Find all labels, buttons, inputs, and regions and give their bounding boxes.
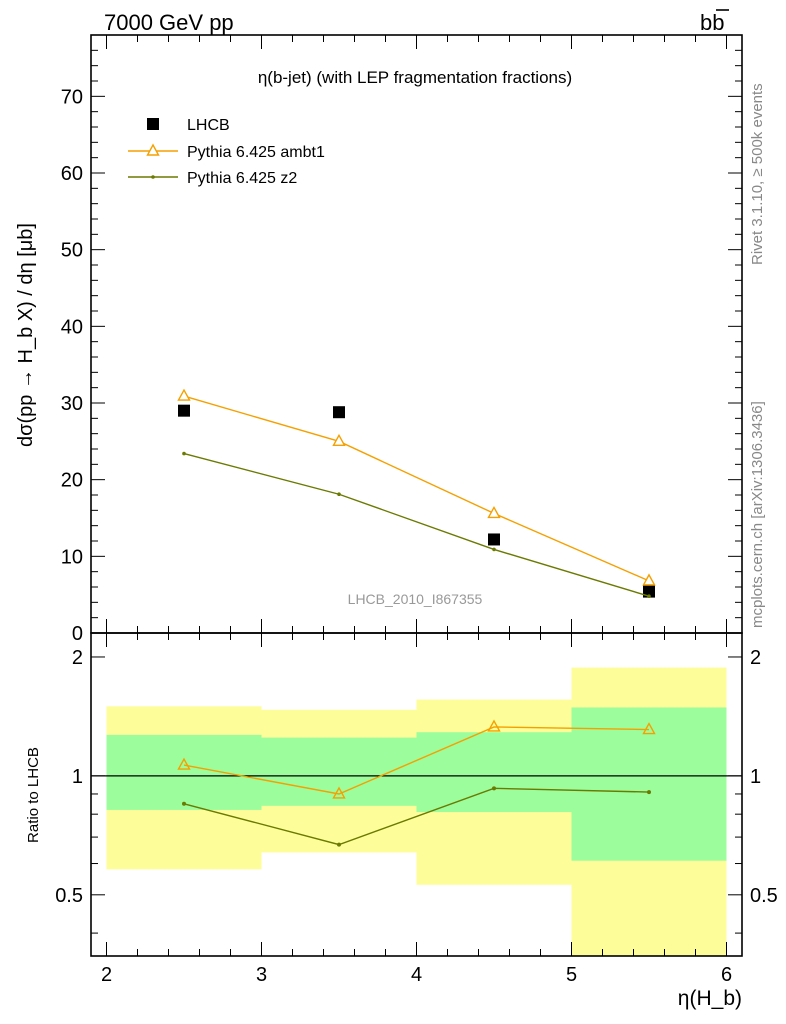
uncertainty-band-inner: [416, 732, 572, 813]
svg-text:bb: bb: [700, 10, 724, 35]
main-y-tick-label: 20: [61, 470, 83, 492]
ratio-point: [332, 786, 346, 799]
ratio-point: [182, 801, 186, 806]
main-title: η(b-jet) (with LEP fragmentation fractio…: [258, 68, 572, 87]
ratio-y-tick-label: 2: [72, 647, 83, 669]
data-point: [332, 433, 346, 447]
ratio-frame: [90, 632, 743, 957]
legend-marker: [146, 143, 160, 156]
x-ticks: 2 3 4 5 6: [101, 633, 732, 986]
main-y-ticks: 0 10 20 30 40 50 60 70: [61, 34, 742, 645]
legend-label: Pythia 6.425 z2: [187, 170, 297, 187]
legend-marker: [147, 118, 159, 130]
legend-label: LHCB: [187, 117, 230, 134]
uncertainty-band-inner: [261, 737, 417, 806]
ratio-y-tick-label-right: 2: [750, 647, 761, 669]
ratio-y-axis-label: Ratio to LHCB: [25, 747, 42, 843]
ratio-bands: [91, 667, 742, 956]
main-y-tick-label: 0: [72, 623, 83, 645]
ratio-y-ticks: 0.5 0.5 1 1 2 2: [55, 647, 778, 934]
data-point: [492, 547, 496, 552]
main-series: [177, 388, 656, 598]
ratio-series-line: [183, 787, 650, 846]
ratio-panel: 0.5 0.5 1 1 2 2 2 3 4 5 6 Ratio to LHCB η(H_b): [25, 632, 778, 1010]
main-y-tick-label: 50: [61, 240, 83, 262]
ratio-y-tick-label-right: 1: [750, 766, 761, 788]
ratio-y-tick-label-right: 0.5: [750, 885, 778, 907]
data-point: [487, 505, 501, 519]
main-y-tick-label: 10: [61, 546, 83, 568]
energy-label: 7000 GeV pp: [104, 10, 234, 35]
process-label: bb: [700, 9, 729, 35]
uncertainty-band-inner: [106, 734, 262, 810]
ratio-point: [487, 719, 501, 732]
analysis-watermark: LHCB_2010_I867355: [348, 591, 483, 607]
series-line: [183, 395, 650, 582]
main-y-tick-label: 70: [61, 86, 83, 108]
ratio-point: [647, 790, 651, 795]
ratio-point: [492, 786, 496, 791]
side-label-bottom: mcplots.cern.ch [arXiv:1306.3436]: [749, 401, 766, 628]
ratio-point: [337, 842, 341, 847]
data-point: [647, 594, 651, 598]
series-line: [183, 452, 650, 597]
data-point: [182, 451, 186, 456]
data-point: [642, 573, 656, 586]
data-point: [488, 533, 500, 546]
x-tick-label: 5: [566, 964, 577, 986]
ratio-point: [642, 722, 656, 735]
main-panel: η(b-jet) (with LEP fragmentation fractio…: [15, 34, 743, 645]
x-tick-label: 3: [256, 964, 267, 986]
ratio-series-line: [183, 726, 650, 795]
main-y-tick-label: 30: [61, 393, 83, 415]
ratio-series: [177, 719, 656, 847]
x-tick-label: 2: [101, 964, 112, 986]
x-tick-label: 6: [721, 964, 732, 986]
ratio-y-tick-label: 1: [72, 766, 83, 788]
ratio-y-tick-label: 0.5: [55, 885, 83, 907]
data-point: [177, 388, 191, 401]
legend-marker: [151, 175, 155, 179]
main-y-tick-label: 60: [61, 163, 83, 185]
side-label-top: Rivet 3.1.10, ≥ 500k events: [749, 83, 766, 265]
main-y-tick-label: 40: [61, 316, 83, 338]
main-y-axis-label: dσ(pp → H_b X) / dη [μb]: [15, 223, 37, 447]
x-tick-label: 4: [411, 964, 422, 986]
data-point: [337, 492, 341, 497]
legend: LHCB Pythia 6.425 ambt1 Pythia 6.425 z2: [128, 117, 325, 187]
x-axis-label: η(H_b): [678, 987, 742, 1010]
uncertainty-band-inner: [571, 707, 727, 861]
legend-label: Pythia 6.425 ambt1: [187, 144, 325, 161]
data-point: [178, 404, 190, 417]
data-point: [333, 406, 345, 419]
ratio-point: [177, 757, 191, 770]
